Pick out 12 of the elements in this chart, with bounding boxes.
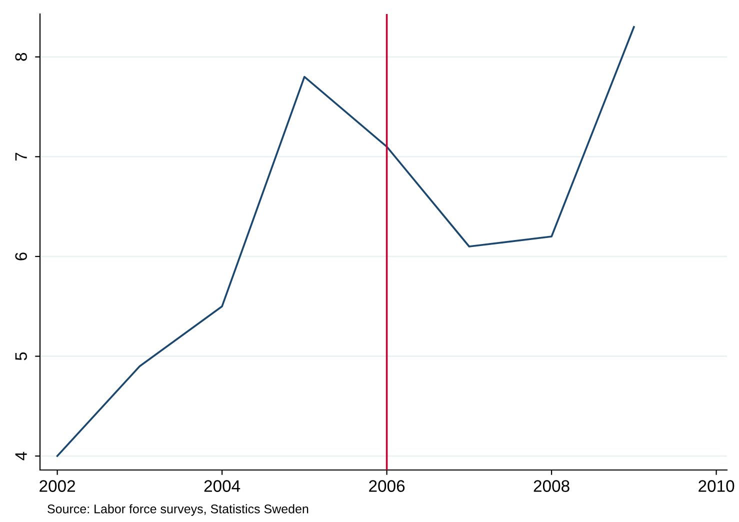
y-tick-label: 4 [15,452,27,460]
x-tick-label: 2010 [698,480,734,492]
y-tick-label: 5 [15,352,27,360]
x-tick-label: 2004 [204,480,240,492]
y-tick-label: 7 [15,152,27,160]
x-tick-label: 2002 [40,480,75,492]
y-tick-label: 6 [15,252,27,260]
x-tick-label: 2008 [534,480,570,492]
x-tick-label: 2006 [369,480,405,492]
line-series [56,26,635,457]
y-tick-label: 8 [15,52,27,61]
source-note: Source: Labor force surveys, Statistics Sweden [48,504,308,516]
